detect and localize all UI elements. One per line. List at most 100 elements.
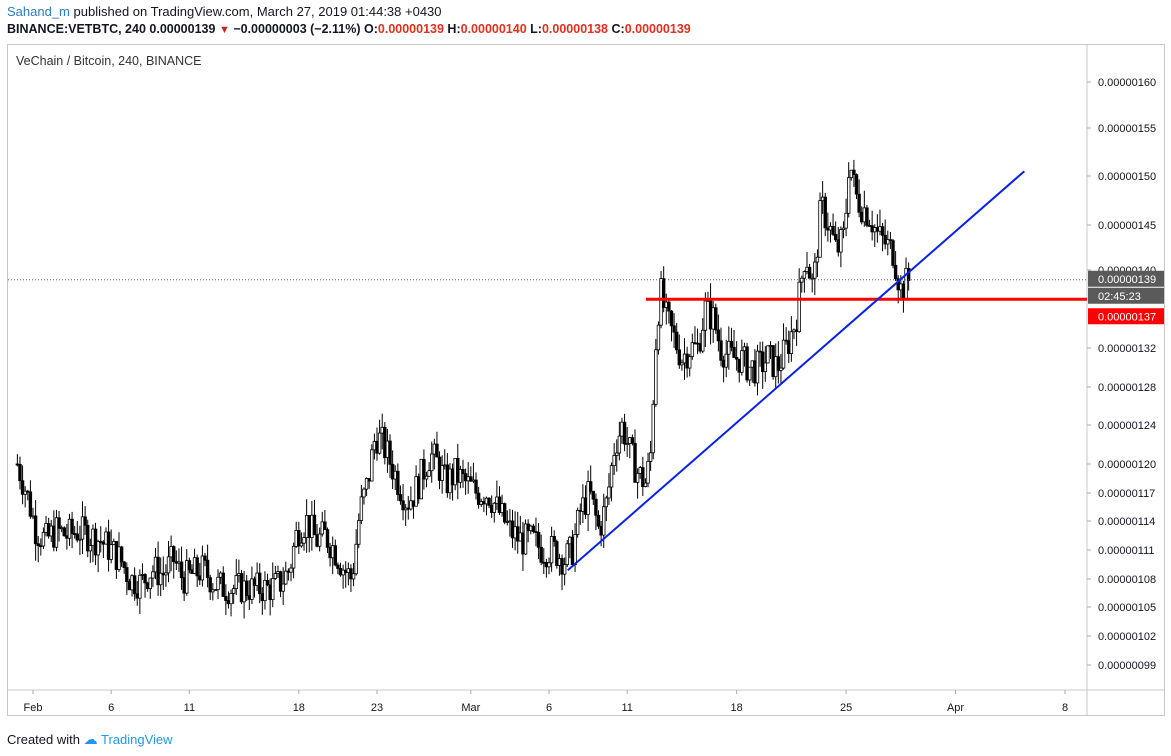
candle[interactable] [693, 326, 697, 345]
candle[interactable] [672, 313, 676, 349]
candle[interactable] [359, 484, 364, 524]
candle[interactable] [317, 527, 322, 552]
candle[interactable] [158, 557, 163, 597]
candle[interactable] [70, 511, 74, 549]
candle[interactable] [870, 210, 874, 241]
candle[interactable] [396, 463, 400, 501]
candle[interactable] [841, 221, 846, 239]
candle[interactable] [844, 198, 848, 237]
candle[interactable] [492, 502, 496, 523]
candle[interactable] [18, 456, 22, 490]
candle[interactable] [458, 465, 463, 489]
candle[interactable] [36, 536, 40, 563]
candle[interactable] [388, 434, 392, 479]
candle[interactable] [565, 540, 569, 568]
candle[interactable] [813, 252, 817, 296]
candle[interactable] [109, 529, 113, 564]
candle[interactable] [833, 221, 838, 242]
candle[interactable] [766, 345, 770, 364]
candle[interactable] [54, 509, 59, 552]
candle[interactable] [607, 473, 611, 505]
candle[interactable] [271, 562, 275, 608]
candle[interactable] [544, 558, 549, 578]
candle[interactable] [148, 577, 152, 599]
author-link[interactable]: Sahand_m [7, 4, 70, 19]
candle[interactable] [609, 462, 614, 502]
candle[interactable] [122, 560, 126, 574]
candle[interactable] [810, 273, 814, 293]
candle[interactable] [701, 318, 705, 354]
candle[interactable] [132, 567, 137, 601]
candle[interactable] [302, 532, 306, 551]
candle[interactable] [549, 526, 554, 572]
candle[interactable] [221, 566, 225, 598]
candle[interactable] [23, 486, 27, 508]
candle[interactable] [156, 541, 160, 596]
candle[interactable] [195, 554, 199, 588]
candle[interactable] [604, 495, 609, 522]
candle[interactable] [531, 523, 536, 534]
candle[interactable] [278, 570, 283, 598]
candle[interactable] [244, 574, 249, 602]
candle[interactable] [716, 314, 721, 352]
candle[interactable] [656, 321, 661, 355]
candle[interactable] [661, 266, 666, 313]
candle[interactable] [325, 527, 330, 554]
candle[interactable] [552, 530, 556, 547]
candle[interactable] [594, 493, 598, 531]
candle[interactable] [83, 506, 87, 535]
candle[interactable] [815, 249, 820, 278]
candle[interactable] [312, 499, 317, 536]
candle[interactable] [250, 566, 254, 605]
candle[interactable] [831, 213, 835, 237]
candle[interactable] [364, 477, 369, 496]
candle[interactable] [502, 502, 507, 525]
candle[interactable] [273, 565, 278, 580]
candle[interactable] [265, 573, 270, 587]
candle[interactable] [231, 584, 236, 604]
tradingview-logo-icon[interactable]: ☁ [83, 731, 98, 747]
candle[interactable] [807, 263, 812, 279]
candle[interactable] [138, 569, 142, 615]
candle[interactable] [596, 510, 601, 529]
candle[interactable] [88, 538, 93, 563]
candle[interactable] [732, 329, 736, 358]
candle[interactable] [747, 366, 752, 386]
candle[interactable] [760, 341, 765, 389]
candle[interactable] [852, 159, 856, 188]
candle[interactable] [224, 584, 228, 616]
candle[interactable] [781, 323, 786, 370]
candle[interactable] [33, 500, 38, 561]
candle[interactable] [734, 341, 739, 371]
candle[interactable] [779, 353, 783, 384]
candle[interactable] [289, 563, 293, 582]
candle[interactable] [461, 459, 465, 488]
candle[interactable] [179, 546, 184, 590]
candle[interactable] [86, 519, 90, 558]
candle[interactable] [615, 439, 619, 472]
candle[interactable] [297, 521, 301, 554]
candle[interactable] [401, 484, 405, 521]
candle[interactable] [880, 222, 885, 252]
candle[interactable] [422, 449, 426, 490]
candle[interactable] [474, 472, 478, 500]
candle[interactable] [354, 529, 358, 576]
candle[interactable] [727, 326, 731, 370]
candle[interactable] [469, 466, 473, 482]
candle[interactable] [539, 534, 543, 566]
candle[interactable] [172, 545, 176, 579]
candle[interactable] [216, 569, 220, 599]
candle[interactable] [323, 510, 327, 531]
candle[interactable] [703, 292, 708, 347]
candle[interactable] [654, 338, 658, 407]
candle[interactable] [203, 552, 207, 567]
candle[interactable] [187, 557, 192, 574]
candle[interactable] [745, 342, 749, 383]
candle[interactable] [648, 440, 653, 471]
candle[interactable] [487, 497, 491, 509]
candle[interactable] [865, 205, 869, 228]
candle[interactable] [258, 563, 262, 604]
candle[interactable] [213, 589, 218, 592]
candle[interactable] [823, 192, 827, 237]
